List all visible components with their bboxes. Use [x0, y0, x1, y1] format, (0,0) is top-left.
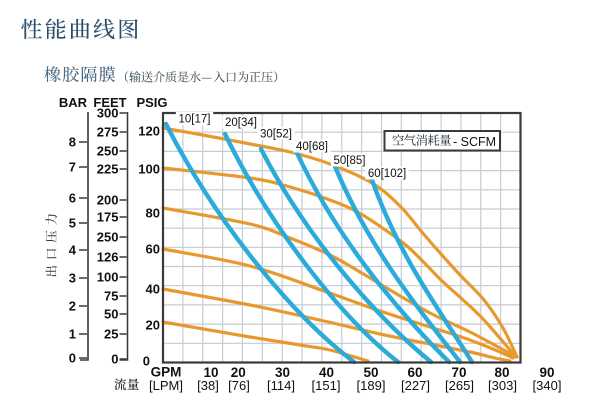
svg-text:40: 40	[319, 365, 334, 380]
svg-text:40: 40	[146, 282, 160, 297]
svg-text:80: 80	[146, 206, 160, 221]
svg-text:50: 50	[363, 365, 378, 380]
svg-text:300: 300	[97, 106, 119, 121]
svg-text:30: 30	[275, 365, 290, 380]
svg-text:[LPM]: [LPM]	[149, 378, 183, 393]
svg-text:50[85]: 50[85]	[334, 155, 366, 167]
svg-text:25: 25	[104, 327, 118, 342]
svg-text:BAR: BAR	[59, 95, 88, 110]
svg-text:5: 5	[69, 216, 76, 231]
svg-text:10[17]: 10[17]	[179, 114, 211, 126]
svg-text:7: 7	[69, 160, 76, 175]
svg-text:[189]: [189]	[357, 378, 386, 393]
svg-text:1: 1	[69, 327, 76, 342]
svg-text:[114]: [114]	[267, 378, 295, 393]
svg-text:60: 60	[146, 242, 160, 257]
svg-text:0: 0	[143, 354, 150, 369]
svg-text:[38]: [38]	[197, 378, 219, 393]
svg-text:PSIG: PSIG	[136, 95, 167, 110]
svg-text:4: 4	[69, 243, 77, 258]
svg-text:100: 100	[138, 162, 160, 177]
svg-text:275: 275	[97, 125, 119, 140]
svg-text:0: 0	[111, 352, 118, 367]
svg-text:10: 10	[203, 365, 218, 380]
svg-text:70: 70	[451, 365, 466, 380]
svg-text:6: 6	[69, 191, 76, 206]
svg-text:100: 100	[97, 270, 119, 285]
svg-text:3: 3	[69, 271, 76, 286]
svg-text:60[102]: 60[102]	[368, 168, 406, 180]
svg-text:[303]: [303]	[488, 378, 517, 393]
svg-text:60: 60	[407, 365, 422, 380]
svg-text:20: 20	[231, 365, 246, 380]
svg-text:8: 8	[69, 135, 76, 150]
svg-text:2: 2	[69, 299, 76, 314]
svg-text:20[34]: 20[34]	[225, 117, 257, 129]
svg-text:75: 75	[104, 289, 118, 304]
svg-text:[227]: [227]	[401, 378, 430, 393]
svg-text:225: 225	[97, 162, 119, 177]
svg-text:[76]: [76]	[228, 378, 250, 393]
svg-text:120: 120	[138, 124, 160, 139]
svg-text:50: 50	[104, 307, 118, 322]
svg-text:250: 250	[97, 144, 119, 159]
svg-text:175: 175	[97, 210, 119, 225]
svg-text:80: 80	[494, 365, 509, 380]
svg-text:[340]: [340]	[533, 378, 562, 393]
svg-text:GPM: GPM	[151, 365, 182, 380]
svg-text:30[52]: 30[52]	[260, 129, 292, 141]
svg-text:[265]: [265]	[445, 378, 474, 393]
svg-text:250: 250	[97, 230, 119, 245]
svg-text:126: 126	[97, 250, 119, 265]
svg-text:0: 0	[69, 351, 76, 366]
svg-text:- SCFM: - SCFM	[453, 135, 496, 149]
svg-text:[151]: [151]	[312, 378, 341, 393]
svg-text:200: 200	[97, 193, 119, 208]
svg-text:40[68]: 40[68]	[296, 141, 328, 153]
svg-text:FEET: FEET	[93, 95, 126, 110]
svg-text:20: 20	[146, 318, 160, 333]
svg-text:90: 90	[539, 365, 554, 380]
